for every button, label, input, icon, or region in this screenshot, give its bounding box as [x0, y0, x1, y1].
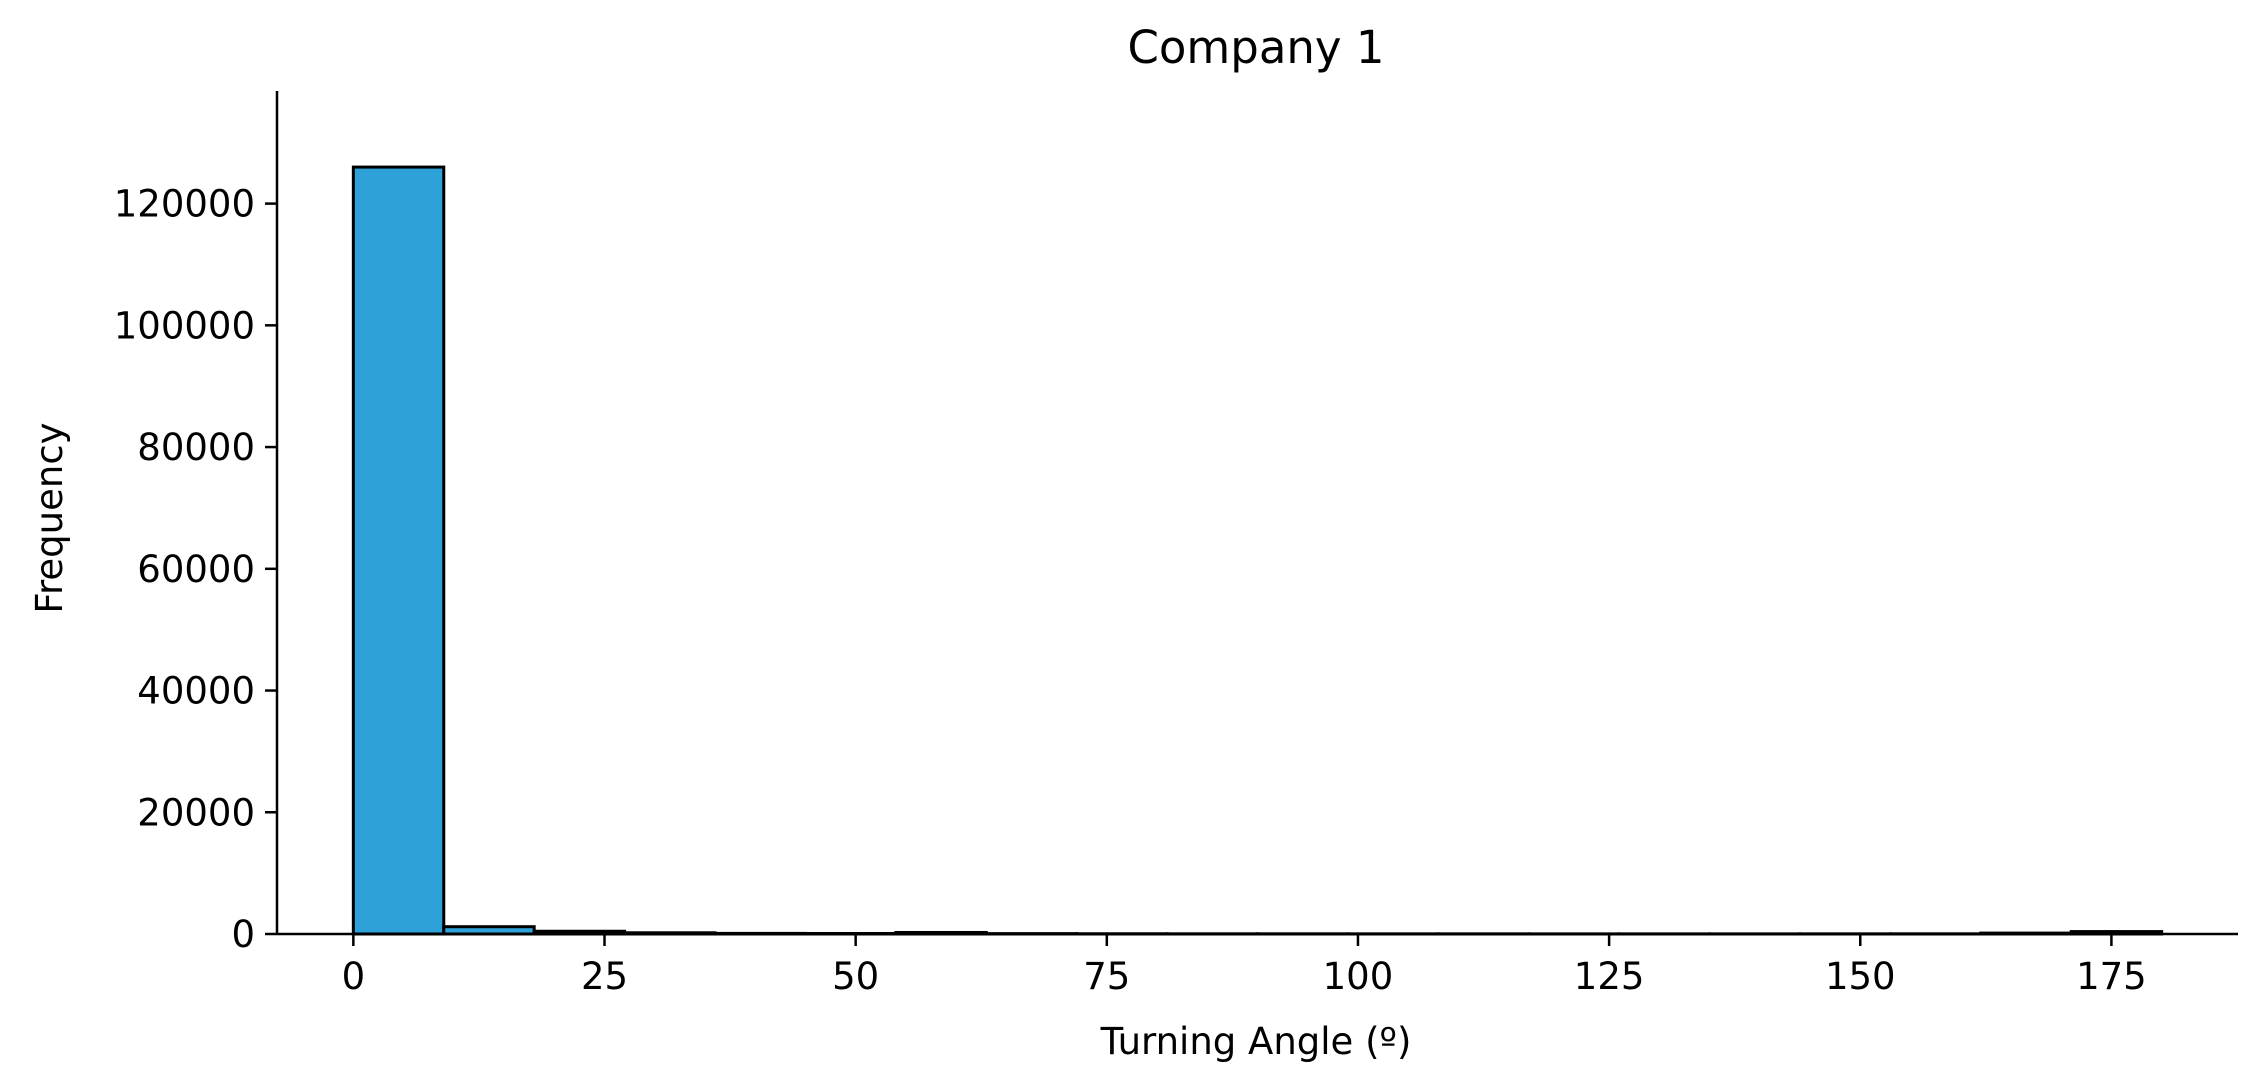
y-tick-label: 20000: [137, 791, 255, 834]
x-tick-label: 100: [1323, 955, 1394, 998]
x-tick-label: 125: [1574, 955, 1645, 998]
x-tick-label: 0: [342, 955, 366, 998]
x-tick-label: 50: [832, 955, 879, 998]
x-tick-label: 175: [2076, 955, 2147, 998]
y-tick-label: 0: [231, 913, 255, 956]
x-axis-label: Turning Angle (º): [1100, 1020, 1412, 1063]
chart-title: Company 1: [1127, 21, 1384, 74]
y-tick-label: 100000: [114, 304, 255, 347]
y-axis-ticks: 0 20000 40000 60000 80000 100000 120000: [114, 183, 277, 956]
x-tick-label: 25: [581, 955, 628, 998]
y-tick-label: 40000: [137, 670, 255, 713]
x-tick-label: 150: [1825, 955, 1896, 998]
y-axis-label: Frequency: [28, 422, 71, 613]
histogram-bar: [351, 165, 446, 936]
y-tick-label: 60000: [137, 548, 255, 591]
bars-group: [351, 165, 2164, 936]
x-tick-label: 75: [1083, 955, 1130, 998]
y-tick-label: 120000: [114, 183, 255, 226]
y-tick-label: 80000: [137, 426, 255, 469]
x-axis-ticks: 0 25 50 75 100 125 150 175: [342, 934, 2147, 998]
